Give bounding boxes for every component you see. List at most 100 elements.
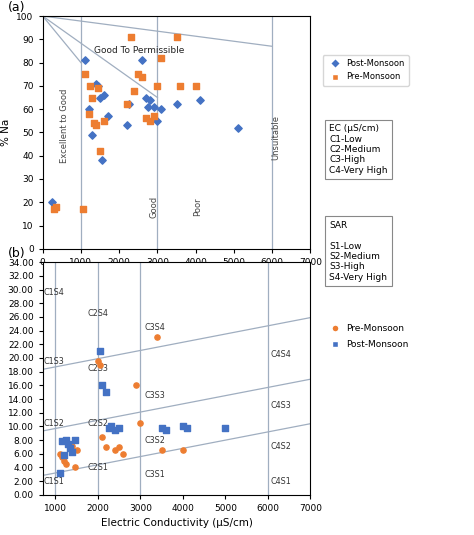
Point (69, 448, 76, 457)
Point (56, 449, 64, 458)
Text: C4S3: C4S3 (270, 401, 291, 410)
Legend: Post-Monsoon, Pre-Monsoon: Post-Monsoon, Pre-Monsoon (323, 55, 409, 86)
Point (89, 93, 96, 102)
Point (107, 422, 114, 431)
Point (99, 381, 106, 389)
Text: C2S3: C2S3 (88, 364, 109, 373)
Point (115, 424, 123, 432)
Text: C1S4: C1S4 (44, 288, 64, 297)
Point (104, 112, 111, 120)
Point (154, 333, 161, 342)
Point (64, 439, 72, 448)
Text: SAR

S1-Low
S2-Medium
S3-High
S4-Very High: SAR S1-Low S2-Medium S3-High S4-Very Hig… (329, 221, 387, 282)
Text: Poor: Poor (193, 197, 202, 216)
Point (91, 119, 98, 127)
Point (103, 442, 110, 451)
Point (79, 205, 87, 213)
Y-axis label: % Na: % Na (1, 119, 11, 146)
Point (85, 105, 92, 113)
Point (127, 33, 135, 41)
Point (58, 437, 65, 446)
Point (157, 105, 165, 113)
Point (98, 156, 106, 165)
Point (100, 91, 108, 100)
Point (158, 446, 165, 455)
Point (96, 93, 104, 102)
Point (135, 70, 142, 79)
Point (183, 424, 191, 432)
Point (125, 100, 133, 109)
Text: C1S3: C1S3 (44, 357, 64, 366)
Point (85, 110, 92, 118)
Point (81, 56, 89, 65)
Point (173, 33, 180, 41)
Text: C3S4: C3S4 (145, 323, 165, 332)
Point (66, 442, 74, 451)
Text: C2S1: C2S1 (88, 463, 109, 472)
Text: C2S4: C2S4 (88, 309, 109, 318)
Point (81, 70, 89, 79)
Text: C2S2: C2S2 (88, 418, 109, 427)
Point (222, 424, 229, 433)
Point (103, 388, 110, 396)
Text: C3S2: C3S2 (145, 435, 165, 445)
Point (132, 381, 140, 389)
Point (100, 117, 108, 125)
Point (60, 456, 68, 465)
Point (60, 451, 68, 460)
Text: C4S1: C4S1 (270, 477, 291, 486)
Point (179, 446, 187, 455)
Text: (a): (a) (8, 2, 25, 14)
Text: C3S3: C3S3 (145, 391, 165, 400)
X-axis label: Electric Conductivity (μS/cm): Electric Conductivity (μS/cm) (100, 518, 253, 529)
Point (137, 419, 144, 427)
Point (96, 147, 104, 155)
Point (142, 114, 150, 123)
Point (234, 124, 242, 132)
Point (50, 205, 58, 213)
Point (62, 436, 70, 445)
Point (89, 131, 96, 139)
Text: C4S2: C4S2 (270, 442, 291, 452)
Text: Excellent to Good: Excellent to Good (60, 88, 69, 163)
Point (119, 449, 127, 458)
Text: C1S1: C1S1 (44, 477, 64, 486)
Text: Good: Good (149, 196, 158, 218)
Point (177, 82, 184, 90)
Point (71, 436, 78, 445)
Point (94, 82, 102, 90)
Point (52, 203, 60, 211)
Point (92, 79, 100, 88)
Point (105, 424, 112, 433)
Point (115, 442, 123, 451)
Point (157, 54, 165, 62)
Point (96, 347, 104, 355)
Point (99, 432, 106, 441)
Point (192, 82, 200, 90)
X-axis label: Electric Conductivity (μS/cm): Electric Conductivity (μS/cm) (100, 272, 253, 282)
Point (146, 96, 154, 104)
Point (154, 117, 161, 125)
Point (111, 446, 118, 455)
Text: Good To Permissible: Good To Permissible (94, 47, 185, 55)
Text: EC (μS/cm)
C1-Low
C2-Medium
C3-High
C4-Very High: EC (μS/cm) C1-Low C2-Medium C3-High C4-V… (329, 124, 388, 175)
Point (196, 96, 203, 104)
Point (92, 121, 100, 129)
Point (87, 82, 94, 90)
Point (62, 460, 70, 468)
Point (58, 453, 65, 462)
Point (154, 82, 161, 90)
Point (158, 424, 165, 432)
Point (142, 93, 150, 102)
Text: C3S1: C3S1 (145, 470, 165, 479)
Point (94, 357, 102, 366)
Point (56, 469, 64, 477)
Point (173, 100, 180, 109)
Point (71, 463, 78, 472)
Point (73, 446, 81, 455)
Point (111, 425, 118, 434)
Text: C4S4: C4S4 (270, 350, 291, 359)
Y-axis label: SAR: SAR (0, 368, 2, 389)
Point (123, 100, 131, 109)
Point (69, 441, 76, 450)
